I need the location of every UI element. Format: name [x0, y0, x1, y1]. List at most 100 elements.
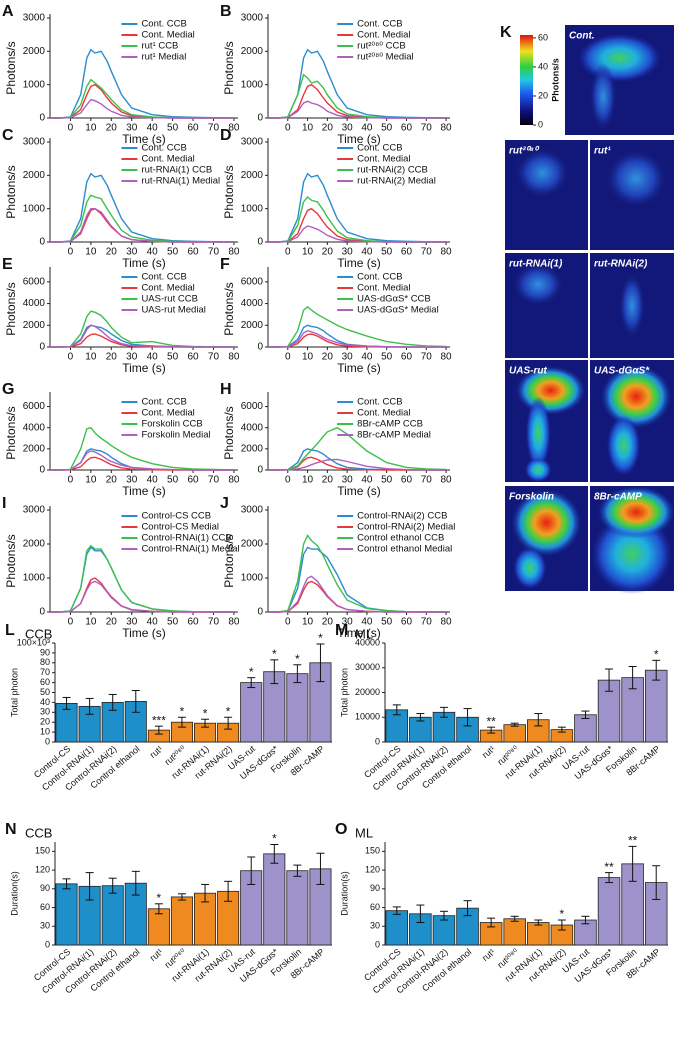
significance-label: *: [157, 891, 162, 905]
x-tick-label: 30: [342, 247, 354, 258]
panel-letter: H: [220, 381, 232, 398]
x-tick-label: 50: [167, 123, 179, 134]
panel-letter: I: [2, 495, 6, 512]
error-bar: [316, 643, 325, 683]
x-tick-label: 40: [361, 475, 373, 486]
image-label: rut²⁰⁸⁰: [509, 146, 540, 157]
legend-label: rut¹ Medial: [141, 52, 186, 63]
legend-label: Cont. CCB: [141, 143, 186, 154]
x-tick-label: 60: [187, 617, 199, 628]
legend-label: Cont. Medial: [141, 154, 194, 165]
x-tick-label: 0: [68, 123, 74, 134]
y-axis-title: Photons/s: [4, 41, 18, 94]
y-axis-title: Photons/s: [4, 165, 18, 218]
legend-label: UAS-rut Medial: [141, 305, 205, 316]
y-axis-title: Photons/s: [4, 406, 18, 459]
y-tick-label: 90: [40, 883, 50, 893]
bar: [55, 883, 78, 946]
x-tick-label: 0: [285, 247, 291, 258]
y-tick-label: 0: [375, 736, 380, 746]
image-label: UAS-rut: [509, 366, 547, 377]
y-tick-label: 30: [40, 921, 50, 931]
x-tick-label: 20: [322, 475, 334, 486]
error-bar: [201, 718, 210, 728]
x-tick-label: 40: [147, 352, 159, 363]
error-bar: [439, 910, 448, 921]
colorbar-tick-label: 0: [538, 119, 543, 129]
x-tick-label: rut¹: [480, 947, 497, 963]
x-tick-label: 0: [68, 352, 74, 363]
panel-letter: G: [2, 381, 14, 398]
x-tick-label: 10: [85, 247, 97, 258]
y-tick-label: 90: [40, 647, 50, 657]
error-bar: [62, 696, 71, 710]
series-line: [268, 426, 447, 471]
x-tick-label: 40: [147, 617, 159, 628]
y-tick-label: 20: [40, 717, 50, 727]
error-bar: [201, 883, 210, 903]
series-line: [268, 458, 447, 471]
y-tick-label: 0: [45, 939, 50, 949]
y-tick-label: 6000: [241, 401, 264, 412]
x-tick-label: 30: [126, 247, 138, 258]
error-bar: [247, 856, 256, 885]
bar: [503, 724, 526, 743]
x-tick-label: 80: [440, 475, 452, 486]
x-tick-label: 30: [342, 475, 354, 486]
y-tick-label: 30: [40, 707, 50, 717]
x-tick-label: 50: [381, 247, 393, 258]
bar: [263, 853, 286, 946]
bar: [240, 682, 263, 743]
error-bar: [628, 845, 637, 882]
x-tick-label: 60: [187, 352, 199, 363]
y-tick-label: 0: [39, 342, 45, 353]
x-tick-label: 30: [342, 617, 354, 628]
x-tick-label: 70: [208, 247, 220, 258]
y-tick-label: 4000: [23, 422, 46, 433]
x-tick-label: 70: [421, 617, 433, 628]
legend-label: Control ethanol Medial: [357, 544, 452, 555]
x-tick-label: 70: [208, 123, 220, 134]
panel-letter: O: [335, 821, 347, 838]
x-tick-label: 0: [285, 475, 291, 486]
bar: [644, 669, 668, 743]
y-tick-label: 2000: [23, 320, 46, 331]
error-bar: [224, 716, 233, 730]
x-axis-title: Time (s): [122, 361, 166, 375]
legend-label: Forskolin Medial: [141, 430, 210, 441]
legend-label: Cont. CCB: [141, 272, 186, 283]
legend-label: rut-RNAi(2) Medial: [357, 176, 436, 187]
legend-label: Cont. CCB: [357, 19, 402, 30]
image-blob: [513, 263, 564, 306]
y-tick-label: 80: [40, 657, 50, 667]
series-line: [268, 225, 446, 243]
x-tick-label: 0: [68, 617, 74, 628]
y-tick-label: 10: [40, 726, 50, 736]
y-tick-label: 60: [40, 677, 50, 687]
error-bar: [652, 865, 661, 900]
error-bar: [439, 706, 448, 718]
x-tick-label: 30: [126, 123, 138, 134]
legend-label: rut-RNAi(1) CCB: [141, 165, 212, 176]
x-axis-title: Time (s): [122, 132, 166, 146]
series-line: [268, 329, 446, 348]
image-blob: [525, 396, 551, 470]
colorbar: [520, 35, 533, 125]
y-tick-label: 3000: [241, 505, 264, 516]
bar: [503, 918, 526, 946]
y-tick-label: 70: [40, 667, 50, 677]
significance-label: *: [295, 652, 300, 666]
x-tick-label: 20: [106, 475, 118, 486]
error-bar: [316, 852, 325, 885]
error-bar: [154, 725, 163, 735]
series-line: [50, 310, 234, 348]
series-line: [268, 305, 447, 348]
y-tick-label: 0: [257, 113, 263, 124]
error-bar: [293, 864, 302, 877]
x-tick-label: 70: [421, 475, 433, 486]
series-line: [50, 324, 234, 348]
legend-label: Cont. Medial: [141, 408, 194, 419]
y-tick-label: 90: [370, 883, 380, 893]
series-line: [268, 575, 446, 613]
